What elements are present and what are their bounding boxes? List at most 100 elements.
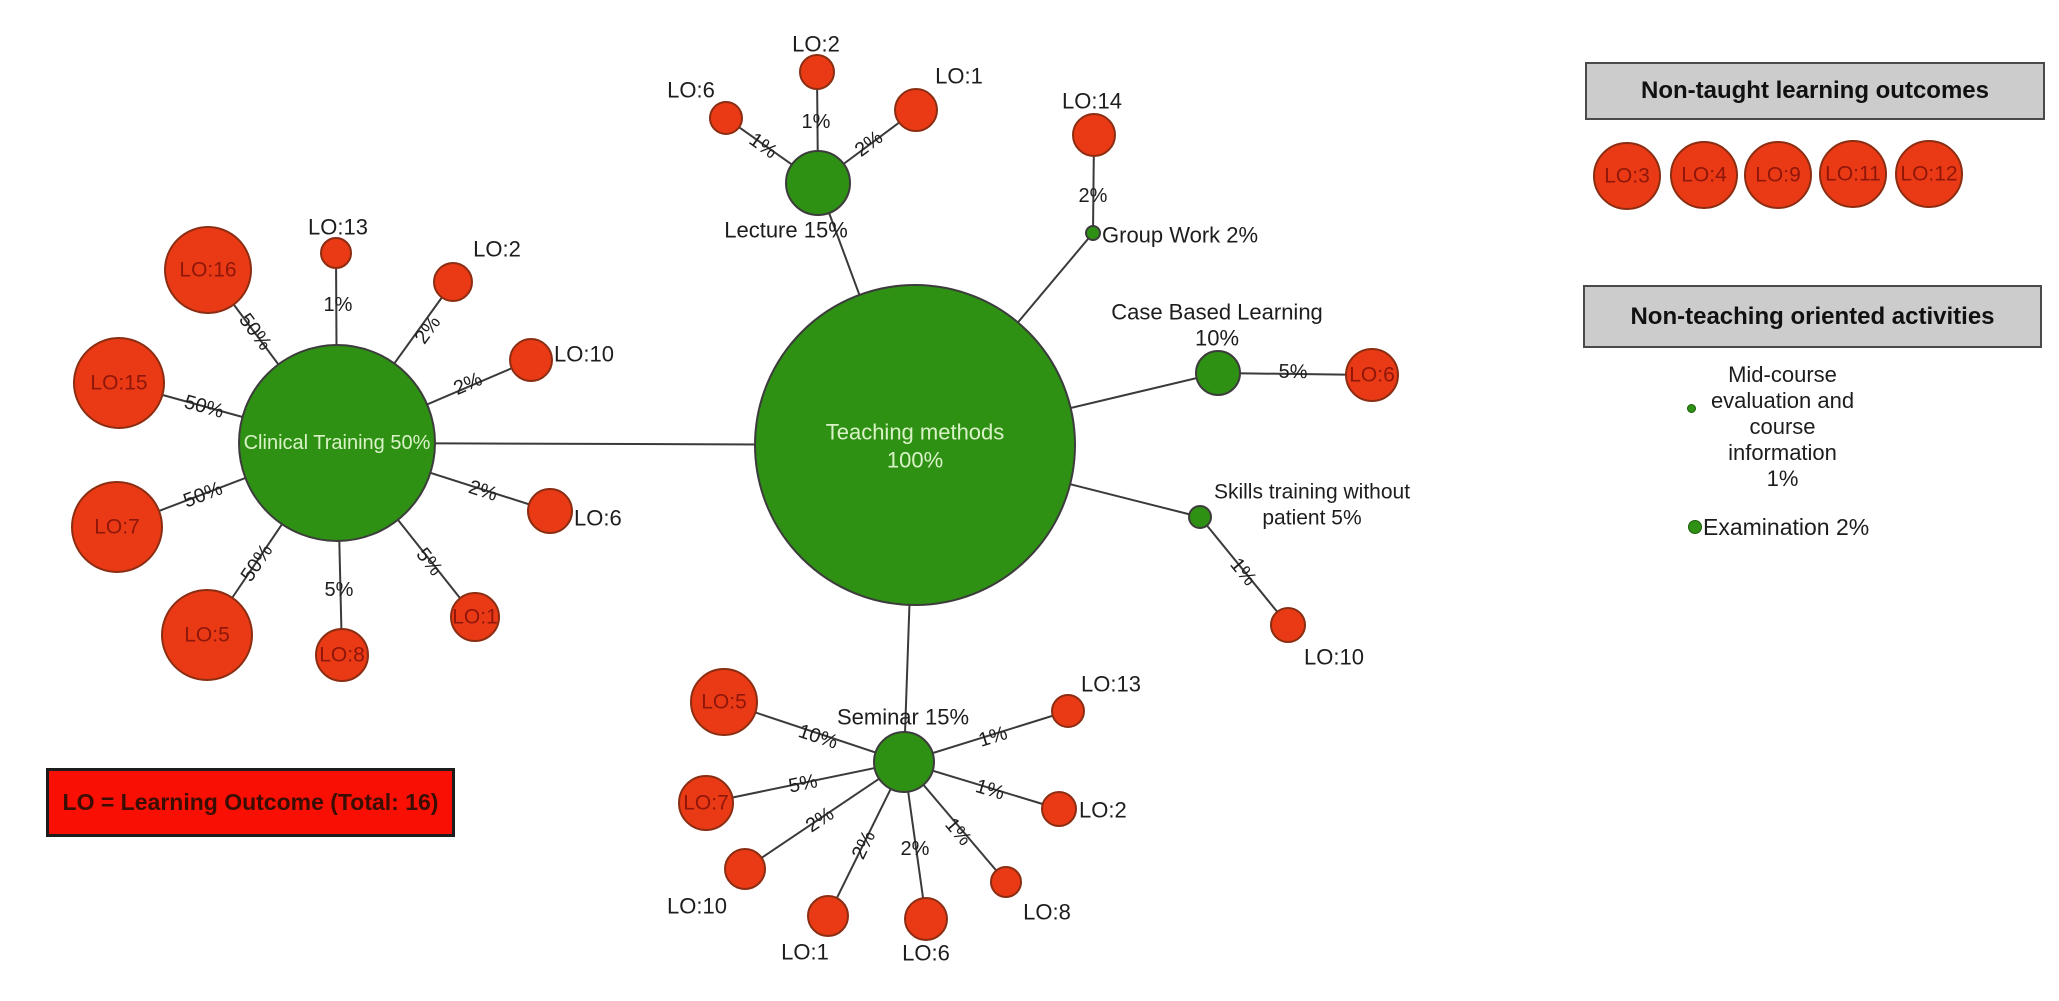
node-ct-lo8-label: LO:8 [319, 644, 365, 667]
node-skills-training-label: patient 5% [1262, 507, 1361, 530]
node-group-work-label: Group Work 2% [1102, 223, 1258, 248]
node-nt-lo11 [1819, 140, 1887, 208]
node-ct-lo16-label: LO:16 [179, 259, 236, 282]
node-nt-lo9-label: LO:9 [1755, 164, 1801, 187]
edge-clinical-training-ct-lo10-label: 2% [450, 368, 485, 400]
node-ct-lo10 [509, 338, 553, 382]
node-ct-lo13-label: LO:13 [308, 215, 368, 240]
node-clinical-training-label: Clinical Training 50% [244, 432, 431, 454]
edge-seminar-sem-lo13-label: 1% [976, 722, 1010, 752]
node-sem-lo8 [990, 866, 1022, 898]
activity-midcourse-line: course information [1728, 414, 1837, 465]
edge-seminar-sem-lo7 [705, 761, 905, 804]
non-teaching-header: Non-teaching oriented activities [1583, 285, 2042, 348]
node-sem-lo1-label: LO:1 [781, 940, 829, 965]
node-group-work [1085, 225, 1101, 241]
node-ct-lo5-label: LO:5 [184, 624, 230, 647]
edge-lecture-lec-lo2-label: 1% [802, 111, 831, 133]
node-seminar [873, 731, 935, 793]
node-ct-lo2-label: LO:2 [473, 237, 521, 262]
node-nt-lo11-label: LO:11 [1825, 163, 1881, 186]
edge-clinical-training-ct-lo15-label: 50% [182, 391, 227, 423]
node-sem-lo1 [807, 895, 849, 937]
node-cbl-lo6-label: LO:6 [1349, 364, 1395, 387]
node-sem-lo6 [904, 897, 948, 941]
node-ct-lo16 [164, 226, 252, 314]
node-clinical-training [238, 344, 436, 542]
edge-group-work-gw-lo14-label: 2% [1079, 185, 1108, 207]
node-teaching-methods-label: Teaching methods [826, 420, 1005, 445]
node-case-based-learning-label: Case Based Learning [1111, 300, 1323, 325]
edge-seminar-sem-lo8-label: 1% [940, 814, 976, 850]
non-taught-header-label: Non-taught learning outcomes [1641, 77, 1989, 104]
node-nt-lo3-label: LO:3 [1604, 165, 1650, 188]
node-case-based-learning-label: 10% [1195, 326, 1239, 351]
activity-examination: Examination 2% [1703, 514, 1870, 540]
node-ct-lo15 [73, 337, 165, 429]
edge-clinical-training-ct-lo5-label: 50% [237, 540, 278, 586]
edge-lecture-lec-lo1-label: 2% [851, 126, 887, 161]
node-gw-lo14-label: LO:14 [1062, 89, 1122, 114]
node-skills-training [1188, 505, 1212, 529]
node-lec-lo1 [894, 88, 938, 132]
examination-dot-icon [1688, 520, 1702, 534]
node-teaching-methods [754, 284, 1076, 606]
node-lec-lo2-label: LO:2 [792, 32, 840, 57]
node-nt-lo4 [1670, 141, 1738, 209]
edge-seminar-sem-lo7-label: 5% [787, 770, 820, 797]
node-sem-lo2-label: LO:2 [1079, 798, 1127, 823]
node-ct-lo7-label: LO:7 [94, 516, 140, 539]
node-ct-lo8 [315, 628, 369, 682]
lo-legend-box: LO = Learning Outcome (Total: 16) [46, 768, 455, 837]
edge-clinical-training-ct-lo8-label: 5% [325, 579, 354, 601]
node-ct-lo7 [71, 481, 163, 573]
node-nt-lo4-label: LO:4 [1681, 164, 1727, 187]
activity-midcourse-line: 1% [1766, 466, 1799, 491]
node-teaching-methods-label: 100% [887, 448, 943, 473]
node-ct-lo5 [161, 589, 253, 681]
node-ct-lo10-label: LO:10 [554, 342, 614, 367]
node-sem-lo5 [690, 668, 758, 736]
edge-seminar-sem-lo5-label: 10% [796, 720, 841, 754]
node-sem-lo10-label: LO:10 [667, 894, 727, 919]
node-skills-training-label: Skills training without [1214, 481, 1410, 504]
node-sem-lo13-label: LO:13 [1081, 672, 1141, 697]
node-sem-lo7 [678, 775, 734, 831]
midcourse-dot-icon [1687, 404, 1696, 413]
edge-skills-training-st-lo10 [1199, 516, 1289, 626]
edge-clinical-training-ct-lo2-label: 2% [411, 312, 446, 348]
node-case-based-learning [1195, 350, 1241, 396]
node-ct-lo2 [433, 262, 473, 302]
edge-seminar-sem-lo1-label: 2% [848, 827, 881, 863]
edge-seminar-sem-lo10-label: 2% [802, 803, 838, 838]
node-lecture-label: Lecture 15% [724, 218, 848, 243]
node-ct-lo13 [320, 237, 352, 269]
node-st-lo10 [1270, 607, 1306, 643]
node-lecture [785, 150, 851, 216]
node-lec-lo6 [709, 101, 743, 135]
node-nt-lo12-label: LO:12 [1900, 163, 1957, 186]
edge-clinical-training-ct-lo16-label: 50% [234, 309, 276, 354]
node-lec-lo1-label: LO:1 [935, 64, 983, 89]
activity-midcourse-line: evaluation and [1710, 388, 1855, 413]
node-nt-lo3 [1593, 142, 1661, 210]
node-st-lo10-label: LO:10 [1304, 645, 1364, 670]
node-nt-lo9 [1744, 141, 1812, 209]
node-seminar-label: Seminar 15% [837, 705, 969, 730]
edge-seminar-sem-lo10 [744, 761, 905, 870]
edge-lecture-lec-lo6-label: 1% [745, 129, 781, 164]
node-sem-lo7-label: LO:7 [683, 792, 729, 815]
node-ct-lo1 [450, 592, 500, 642]
node-gw-lo14 [1072, 113, 1116, 157]
node-ct-lo1-label: LO:1 [452, 606, 498, 629]
node-sem-lo2 [1041, 791, 1077, 827]
node-sem-lo5-label: LO:5 [701, 691, 747, 714]
non-taught-header: Non-taught learning outcomes [1585, 62, 2045, 120]
edge-clinical-training-ct-lo7-label: 50% [180, 478, 225, 513]
node-sem-lo8-label: LO:8 [1023, 900, 1071, 925]
node-nt-lo12 [1895, 140, 1963, 208]
node-sem-lo13 [1051, 694, 1085, 728]
edge-clinical-training-ct-lo13-label: 1% [324, 294, 353, 316]
edge-seminar-sem-lo6-label: 2% [901, 838, 930, 860]
